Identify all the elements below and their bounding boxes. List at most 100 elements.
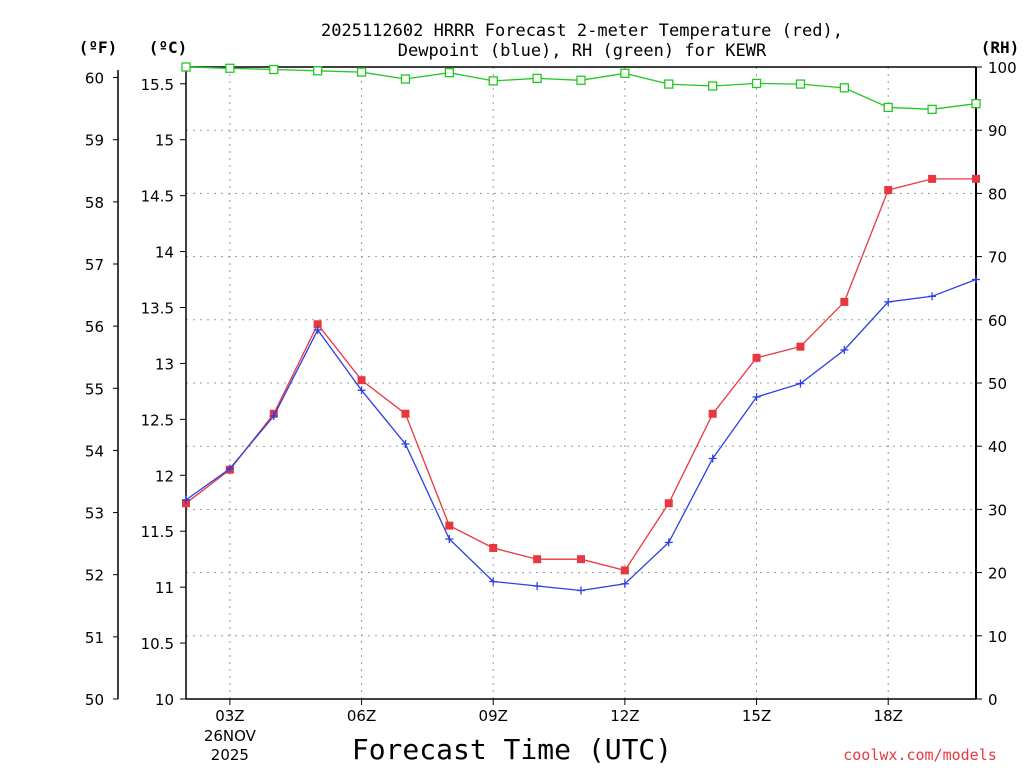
fahrenheit-axis-unit: (ºF) — [79, 38, 118, 57]
dewpoint-point — [445, 535, 454, 544]
f-tick-label: 59 — [85, 132, 104, 150]
temperature-point — [533, 555, 542, 564]
x-tick-label: 15Z — [742, 707, 771, 725]
rh-point — [708, 81, 718, 91]
rh-point — [751, 78, 762, 89]
x-tick-label: 18Z — [874, 707, 903, 725]
dewpoint-point — [533, 582, 542, 591]
axes — [117, 66, 977, 700]
dewpoint-point — [313, 325, 322, 334]
dewpoint-point — [225, 464, 234, 473]
data-series — [181, 62, 981, 595]
temperature-point — [752, 353, 761, 362]
rh-point — [795, 79, 806, 89]
dewpoint-point — [752, 392, 761, 401]
x-axis-label: Forecast Time (UTC) — [352, 733, 672, 766]
dewpoint-point — [664, 538, 673, 547]
c-tick-label: 13.5 — [141, 299, 174, 317]
temperature-line — [185, 178, 976, 572]
temperature-point — [928, 174, 937, 183]
rh-tick-label: 90 — [988, 122, 1007, 140]
x-tick-label: 03Z — [215, 707, 244, 725]
dewpoint-point — [928, 292, 937, 301]
rh-tick-label: 100 — [988, 59, 1017, 77]
c-tick-label: 13 — [155, 355, 174, 373]
x-tick-label: 06Z — [347, 707, 376, 725]
x-tick-date: 26NOV — [204, 727, 257, 745]
dewpoint-point — [269, 411, 278, 420]
dewpoint-point — [401, 439, 410, 448]
temperature-point — [708, 409, 717, 418]
f-tick-label: 52 — [85, 567, 104, 585]
rh-point — [576, 75, 586, 85]
rh-point — [181, 62, 191, 72]
temperature-point — [401, 409, 410, 418]
rh-tick-label: 50 — [988, 375, 1007, 393]
temperature-point — [357, 376, 366, 385]
rh-tick-label: 30 — [988, 501, 1007, 519]
c-tick-label: 12 — [155, 467, 174, 485]
x-tick-year: 2025 — [211, 746, 249, 764]
rh-tick-label: 0 — [988, 691, 998, 709]
temperature-point — [445, 521, 454, 530]
chart-title-line1: 2025112602 HRRR Forecast 2-meter Tempera… — [321, 21, 843, 41]
celsius-axis-unit: (ºC) — [149, 38, 188, 57]
rh-point — [883, 102, 893, 113]
f-tick-label: 60 — [85, 70, 104, 88]
dewpoint-point — [620, 579, 629, 588]
rh-point — [927, 104, 937, 114]
dewpoint-point — [884, 297, 893, 306]
dewpoint-point — [357, 386, 366, 395]
temperature-point — [972, 174, 980, 183]
rh-tick-label: 70 — [988, 249, 1007, 267]
rh-point — [664, 79, 674, 89]
c-tick-label: 11.5 — [141, 523, 174, 541]
x-tick-label: 12Z — [610, 707, 639, 725]
c-tick-label: 15 — [155, 132, 174, 150]
c-tick-label: 14.5 — [141, 188, 174, 206]
rh-tick-label: 10 — [988, 628, 1007, 646]
f-tick-label: 56 — [85, 318, 104, 336]
tick-labels: 50 51 52 53 54 55 56 57 58 59 60 10 10.5 11 11.5 12 12.5… — [85, 59, 1017, 764]
temperature-point — [577, 555, 585, 564]
f-tick-label: 50 — [85, 691, 104, 709]
temperature-point — [884, 186, 893, 195]
f-tick-label: 54 — [85, 442, 104, 460]
temperature-point — [620, 566, 629, 575]
rh-tick-label: 20 — [988, 565, 1007, 583]
temperature-point — [664, 499, 673, 508]
c-tick-label: 10.5 — [141, 635, 174, 653]
rh-tick-label: 80 — [988, 185, 1007, 203]
dewpoint-point — [972, 275, 980, 284]
temperature-point — [313, 320, 322, 329]
dewpoint-point — [708, 454, 717, 463]
rh-point — [313, 66, 323, 76]
x-tick-label: 09Z — [479, 707, 508, 725]
dewpoint-point — [796, 379, 805, 388]
chart-title-line2: Dewpoint (blue), RH (green) for KEWR — [398, 41, 767, 61]
rh-point — [532, 73, 542, 84]
temperature-point — [796, 342, 805, 351]
f-tick-label: 57 — [85, 256, 104, 274]
dewpoint-point — [840, 346, 849, 355]
f-tick-label: 53 — [85, 505, 104, 523]
temperature-point — [840, 297, 849, 306]
rh-point — [839, 83, 849, 93]
c-tick-label: 14 — [155, 244, 174, 262]
dewpoint-point — [182, 495, 190, 504]
rh-line — [185, 66, 977, 110]
rh-point — [269, 64, 279, 75]
rh-point — [356, 67, 367, 77]
rh-tick-label: 60 — [988, 312, 1007, 330]
dewpoint-point — [577, 586, 585, 595]
dewpoint-line — [185, 278, 977, 592]
rh-point — [971, 99, 981, 109]
dewpoint-point — [489, 577, 498, 586]
rh-point — [620, 68, 630, 78]
grid-lines — [186, 67, 976, 699]
c-tick-label: 10 — [155, 691, 174, 709]
f-tick-label: 55 — [85, 380, 104, 398]
rh-point — [488, 76, 498, 86]
rh-point — [400, 74, 411, 84]
